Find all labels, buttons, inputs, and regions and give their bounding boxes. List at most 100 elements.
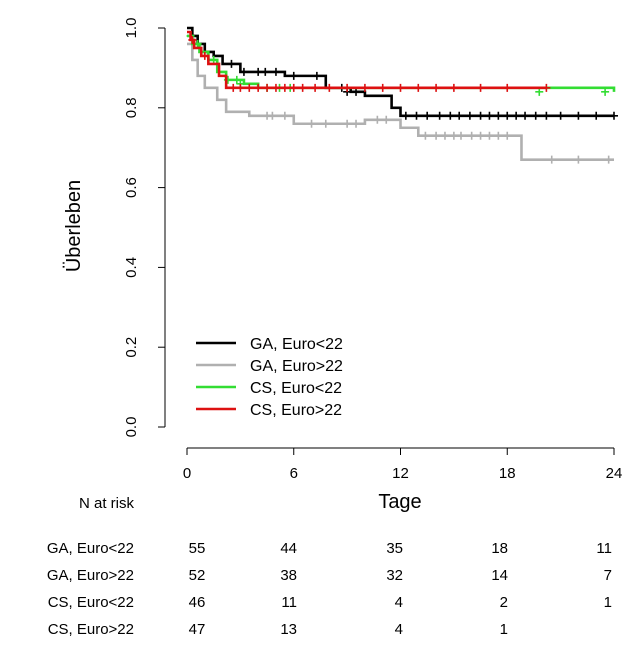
risk-value: 47 bbox=[189, 621, 206, 638]
censor-mark bbox=[503, 83, 512, 92]
censor-mark bbox=[414, 83, 423, 92]
risk-value: 2 bbox=[500, 594, 508, 611]
censor-mark bbox=[254, 83, 263, 92]
censor-mark bbox=[440, 131, 449, 140]
censor-mark bbox=[494, 111, 503, 120]
plot-area: 0 6 12 18 24 0.0 0.2 0.4 0.6 0.8 1.0 bbox=[123, 18, 622, 482]
censor-mark bbox=[298, 83, 307, 92]
censor-mark bbox=[352, 87, 361, 96]
censor-mark bbox=[271, 67, 280, 76]
legend-label: GA, Euro>22 bbox=[250, 358, 343, 375]
risk-row-label: CS, Euro>22 bbox=[48, 621, 134, 638]
censor-mark bbox=[432, 131, 441, 140]
y-tick-label: 0.8 bbox=[123, 97, 140, 118]
censor-mark bbox=[271, 83, 280, 92]
y-tick-label: 0.6 bbox=[123, 177, 140, 198]
risk-value: 11 bbox=[281, 594, 297, 611]
legend: GA, Euro<22 GA, Euro>22 CS, Euro<22 CS, Eur… bbox=[196, 336, 343, 419]
censor-mark bbox=[485, 111, 494, 120]
censor-mark bbox=[503, 131, 512, 140]
censor-mark bbox=[449, 83, 458, 92]
censor-mark bbox=[423, 111, 432, 120]
censor-mark bbox=[401, 111, 410, 120]
censor-mark bbox=[485, 131, 494, 140]
series-line bbox=[187, 26, 614, 118]
censor-mark bbox=[601, 87, 610, 96]
risk-value: 14 bbox=[491, 567, 508, 584]
censor-mark bbox=[261, 67, 270, 76]
censor-mark bbox=[542, 83, 551, 92]
risk-value: 55 bbox=[189, 540, 206, 557]
censor-mark bbox=[360, 83, 369, 92]
x-tick-label: 24 bbox=[606, 465, 622, 482]
censor-mark bbox=[378, 83, 387, 92]
censor-mark bbox=[604, 155, 613, 164]
risk-value: 4 bbox=[395, 594, 403, 611]
risk-value: 1 bbox=[604, 594, 612, 611]
y-tick-label: 1.0 bbox=[123, 18, 140, 39]
censor-mark bbox=[343, 83, 352, 92]
risk-value: 35 bbox=[386, 540, 403, 557]
censor-mark bbox=[325, 83, 334, 92]
censor-mark bbox=[382, 115, 391, 124]
risk-value: 4 bbox=[395, 621, 403, 638]
censor-mark bbox=[263, 83, 272, 92]
censor-mark bbox=[465, 111, 474, 120]
risk-row-label: GA, Euro<22 bbox=[47, 540, 134, 557]
censor-mark bbox=[311, 83, 320, 92]
censor-mark bbox=[421, 131, 430, 140]
censor-mark bbox=[455, 111, 464, 120]
censor-mark bbox=[352, 119, 361, 128]
censor-mark bbox=[467, 131, 476, 140]
censor-mark bbox=[592, 111, 601, 120]
censor-mark bbox=[307, 119, 316, 128]
censor-mark bbox=[396, 83, 405, 92]
risk-value: 13 bbox=[280, 621, 297, 638]
series-line bbox=[187, 34, 616, 92]
risk-value: 44 bbox=[280, 540, 297, 557]
censor-mark bbox=[289, 83, 298, 92]
risk-value: 46 bbox=[189, 594, 206, 611]
risk-value: 32 bbox=[386, 567, 403, 584]
y-tick-label: 0.4 bbox=[123, 257, 140, 278]
y-tick-label: 0.0 bbox=[123, 417, 140, 438]
risk-value: 7 bbox=[604, 567, 612, 584]
censor-mark bbox=[446, 111, 455, 120]
x-tick-label: 12 bbox=[392, 465, 409, 482]
risk-value: 52 bbox=[189, 567, 206, 584]
censor-mark bbox=[610, 111, 618, 120]
censor-mark bbox=[280, 111, 289, 120]
censor-mark bbox=[236, 83, 245, 92]
censor-mark bbox=[239, 67, 248, 76]
censor-mark bbox=[280, 83, 289, 92]
censor-mark bbox=[373, 115, 382, 124]
censor-mark bbox=[521, 111, 530, 120]
censor-mark bbox=[268, 111, 277, 120]
y-tick-label: 0.2 bbox=[123, 337, 140, 358]
legend-label: GA, Euro<22 bbox=[250, 336, 343, 353]
censor-mark bbox=[476, 111, 485, 120]
risk-row-label: CS, Euro<22 bbox=[48, 594, 134, 611]
censor-mark bbox=[188, 35, 197, 44]
censor-mark bbox=[476, 83, 485, 92]
censor-mark bbox=[412, 111, 421, 120]
censor-mark bbox=[312, 71, 321, 80]
censor-mark bbox=[343, 119, 352, 128]
series-group bbox=[186, 26, 618, 164]
censor-mark bbox=[547, 155, 556, 164]
series-line bbox=[187, 42, 614, 161]
risk-value: 1 bbox=[500, 621, 508, 638]
legend-label: CS, Euro<22 bbox=[250, 380, 342, 397]
censor-mark bbox=[494, 131, 503, 140]
censor-mark bbox=[531, 111, 540, 120]
censor-mark bbox=[574, 111, 583, 120]
x-axis-title: Tage bbox=[378, 491, 421, 513]
censor-mark bbox=[503, 111, 512, 120]
censor-mark bbox=[227, 59, 236, 68]
risk-value: 18 bbox=[491, 540, 508, 557]
censor-mark bbox=[200, 51, 209, 60]
censor-mark bbox=[542, 111, 551, 120]
ticks: 0 6 12 18 24 0.0 0.2 0.4 0.6 0.8 1.0 bbox=[123, 18, 622, 482]
